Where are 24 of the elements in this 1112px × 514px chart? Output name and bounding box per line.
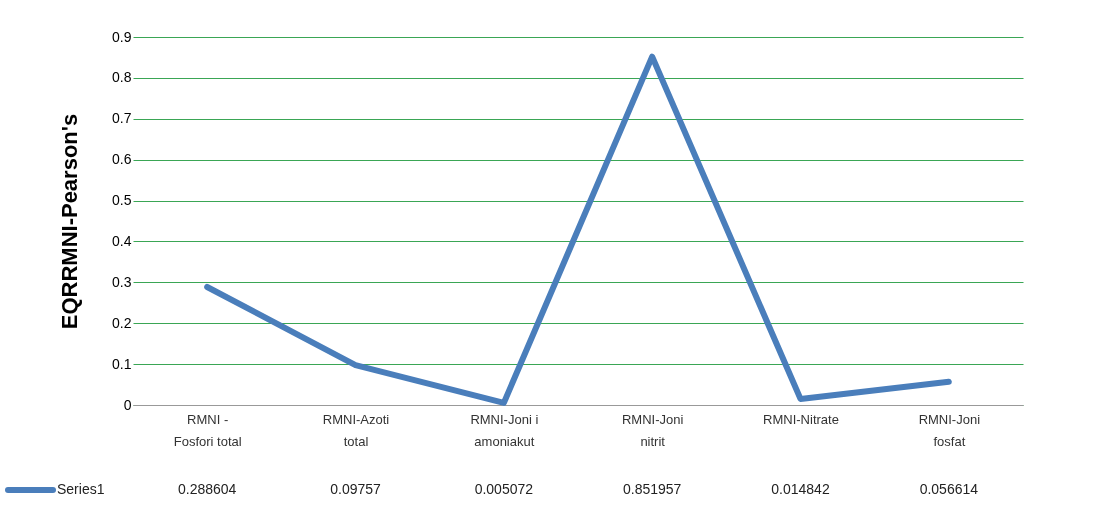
y-tick-label: 0.1: [112, 355, 132, 372]
y-tick-label: 0.5: [112, 192, 132, 209]
data-label: 0.288604: [177, 481, 237, 497]
data-label: 0.005072: [474, 481, 534, 497]
x-tick-label: RMNI - Fosfori total: [173, 411, 242, 449]
y-tick-label: 0.7: [112, 110, 132, 127]
y-tick-label: 0.8: [112, 69, 132, 86]
x-tick-label: RMNI-Joni i amoniakut: [470, 411, 539, 449]
x-tick-label: RMNI-Joni nitrit: [621, 411, 684, 449]
data-label: 0.09757: [330, 481, 382, 497]
y-tick-label: 0.2: [112, 314, 132, 331]
y-tick-label: 0.4: [112, 232, 132, 249]
x-tick-label: RMNI-Azoti total: [322, 411, 390, 449]
data-label: 0.014842: [771, 481, 830, 497]
x-tick-label: RMNI-Joni fosfat: [918, 411, 981, 449]
y-tick-label: 0.6: [112, 151, 132, 168]
x-tick-label: RMNI-Nitrate: [763, 411, 839, 427]
y-tick-label: 0.3: [112, 273, 132, 290]
y-axis-title: EQRRMNI-Pearson's: [57, 113, 83, 330]
y-tick-label: 0.9: [112, 28, 132, 45]
legend-label: Series1: [57, 481, 105, 497]
data-label: 0.851957: [622, 481, 682, 497]
y-tick-label: 0: [123, 396, 132, 413]
data-label: 0.056614: [919, 481, 979, 497]
